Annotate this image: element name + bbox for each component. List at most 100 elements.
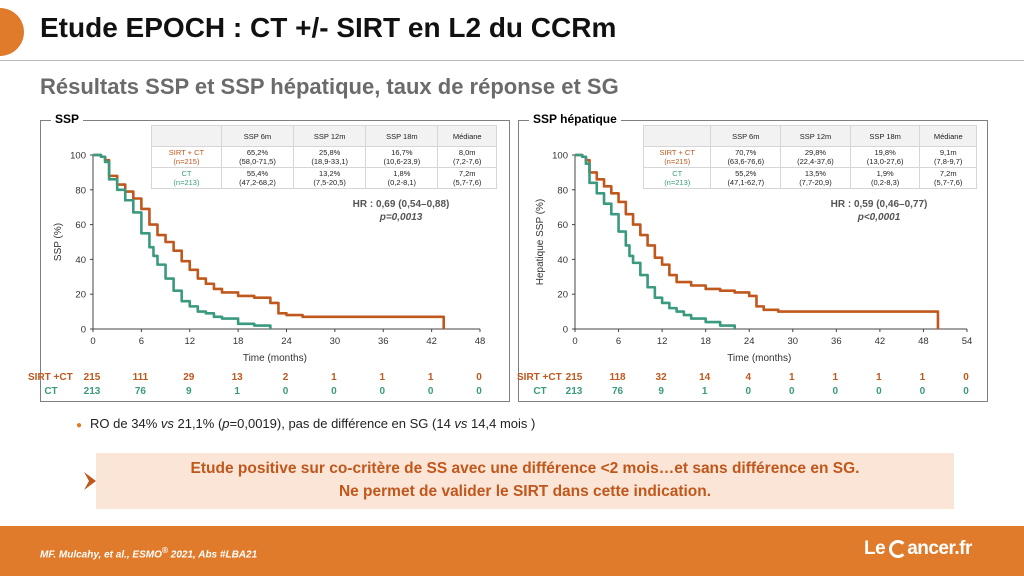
table-header-cell: SSP 6m xyxy=(220,125,295,147)
cell-value: 1,8% xyxy=(393,169,411,178)
table-header-cell: Médiane xyxy=(437,125,497,147)
arm-n: (n=215) xyxy=(664,157,691,166)
table-cell: 1,8% (0,2-8,1) xyxy=(365,167,439,189)
hr-text: HR : 0,69 (0,54–0,88) xyxy=(352,199,450,210)
bullet-response-rate: ● RO de 34% vs 21,1% (p=0,0019), pas de d… xyxy=(76,416,535,431)
chart-title: SSP hépatique xyxy=(529,112,621,126)
y-tick-label: 20 xyxy=(75,290,86,301)
hazard-ratio: HR : 0,59 (0,46–0,77) p<0,0001 xyxy=(789,198,969,224)
cell-value: 8,0m xyxy=(458,148,476,157)
lecancer-logo[interactable]: Le ancer.fr xyxy=(864,538,972,560)
y-tick-label: 100 xyxy=(552,151,568,162)
cell-value: 19,8% xyxy=(874,148,896,157)
y-tick-label: 40 xyxy=(75,255,86,266)
risk-count: 9 xyxy=(185,386,192,397)
x-tick-label: 12 xyxy=(657,336,668,347)
cell-ci: (18,9-33,1) xyxy=(311,157,349,166)
risk-count: 1 xyxy=(379,372,386,383)
cell-ci: (22,4-37,6) xyxy=(797,157,834,166)
citation-sup: ® xyxy=(161,545,169,555)
table-header-row: SSP 6m SSP 12m SSP 18m Médiane xyxy=(151,125,497,147)
summary-table: SSP 6m SSP 12m SSP 18m Médiane SIRT + CT… xyxy=(151,125,497,189)
table-row: SIRT + CT (n=215) 65,2% (58,0-71,5) 25,8%(… xyxy=(151,146,497,168)
risk-count: 0 xyxy=(919,386,926,397)
table-header-cell xyxy=(151,125,222,147)
cell-value: 7,2m xyxy=(939,169,957,178)
table-cell: 55,4% (47,2-68,2) xyxy=(220,167,295,189)
arm-n: (n=215) xyxy=(173,157,200,166)
table-header-cell xyxy=(642,125,712,147)
series-line-ct xyxy=(93,153,272,329)
cell-ci: (0,2-8,1) xyxy=(387,178,417,187)
risk-row-label: SIRT +CT xyxy=(28,372,73,383)
table-header-cell: SSP 18m xyxy=(365,125,439,147)
table-cell: 9,1m (7,8-9,7) xyxy=(919,146,977,168)
risk-count: 0 xyxy=(788,386,795,397)
x-tick-label: 18 xyxy=(233,336,244,347)
cell-value: 55,2% xyxy=(735,169,757,178)
bullet-text: =0,0019), pas de différence en SG (14 xyxy=(229,416,455,431)
table-row: SIRT + CT (n=215) 70,7% (63,6-76,6) 29,8%(… xyxy=(642,146,977,168)
cell-value: 13,2% xyxy=(319,169,341,178)
table-cell: 13,5% (7,7-20,9) xyxy=(780,167,851,189)
risk-count: 118 xyxy=(609,372,626,383)
c-ring-icon xyxy=(889,540,908,558)
table-cell: 25,8% (18,9-33,1) xyxy=(293,146,367,168)
table-cell: 55,2% (47,1-62,7) xyxy=(710,167,782,189)
cell-value: 1,9% xyxy=(876,169,894,178)
x-tick-label: 36 xyxy=(378,336,389,347)
table-cell: 65,2% (58,0-71,5) xyxy=(220,146,295,168)
y-axis-label: SSP (%) xyxy=(53,223,64,261)
footer-bar xyxy=(0,526,1024,576)
risk-count: 14 xyxy=(699,372,711,383)
cell-ci: (7,2-7,6) xyxy=(453,157,482,166)
risk-count: 1 xyxy=(331,372,337,383)
risk-count: 76 xyxy=(134,386,146,397)
cell-value: 13,5% xyxy=(804,169,827,178)
x-tick-label: 12 xyxy=(184,336,195,347)
arm-n: (n=213) xyxy=(664,178,691,187)
risk-row-label: CT xyxy=(44,386,58,397)
logo-text: ancer.fr xyxy=(907,538,972,559)
arm-name: CT xyxy=(181,169,192,178)
risk-count: 13 xyxy=(231,372,243,383)
title-divider xyxy=(0,60,1024,61)
series-line-sirt-ct xyxy=(575,153,940,329)
risk-count: 0 xyxy=(745,386,751,397)
table-cell: 16,7% (10,6-23,9) xyxy=(365,146,439,168)
risk-count: 0 xyxy=(476,372,482,383)
citation-text: MF. Mulcahy, et al., ESMO xyxy=(40,549,162,561)
table-header-cell: SSP 6m xyxy=(710,125,782,147)
km-chart-ssp: 0 20 40 60 80 100 0 6 12 18 24 30 36 42 48 Time (months… xyxy=(53,151,485,365)
chart-panel-ssp: 0 20 40 60 80 100 0 6 12 18 24 30 36 42 48 Time (months… xyxy=(40,112,510,402)
table-cell: 70,7% (63,6-76,6) xyxy=(710,146,782,168)
table-header-cell: SSP 12m xyxy=(780,125,851,147)
cell-ci: (10,6-23,9) xyxy=(383,157,421,166)
hazard-ratio: HR : 0,69 (0,54–0,88) p=0,0013 xyxy=(311,198,491,224)
bullet-text: 14,4 mois ) xyxy=(467,416,536,431)
p-value: p=0,0013 xyxy=(311,211,491,224)
x-axis-label: Time (months) xyxy=(727,353,791,364)
y-axis-label: Hepatique SSP (%) xyxy=(535,199,546,286)
table-cell: 1,9% (0,2-8,3) xyxy=(849,167,921,189)
risk-count: 1 xyxy=(427,372,434,383)
risk-count: 0 xyxy=(427,386,434,397)
x-axis-label: Time (months) xyxy=(243,353,307,364)
x-tick-label: 30 xyxy=(330,336,341,347)
risk-count: 1 xyxy=(832,372,839,383)
cell-value: 55,4% xyxy=(246,169,269,178)
bullet-text: vs xyxy=(160,416,174,431)
arm-name: SIRT + CT xyxy=(168,148,205,157)
bullet-text: vs xyxy=(454,416,468,431)
risk-count: 9 xyxy=(658,386,664,397)
bullet-text: 21,1% ( xyxy=(173,416,223,431)
risk-count: 0 xyxy=(331,386,337,397)
table-header-cell: Médiane xyxy=(919,125,977,147)
cell-ci: (47,1-62,7) xyxy=(727,178,765,187)
cell-ci: (5,7-7,6) xyxy=(453,178,482,187)
p-value: p<0,0001 xyxy=(789,211,969,224)
x-tick-label: 18 xyxy=(700,336,711,347)
y-tick-label: 100 xyxy=(70,151,86,162)
y-tick-label: 80 xyxy=(75,185,86,196)
risk-count: 213 xyxy=(83,386,101,397)
